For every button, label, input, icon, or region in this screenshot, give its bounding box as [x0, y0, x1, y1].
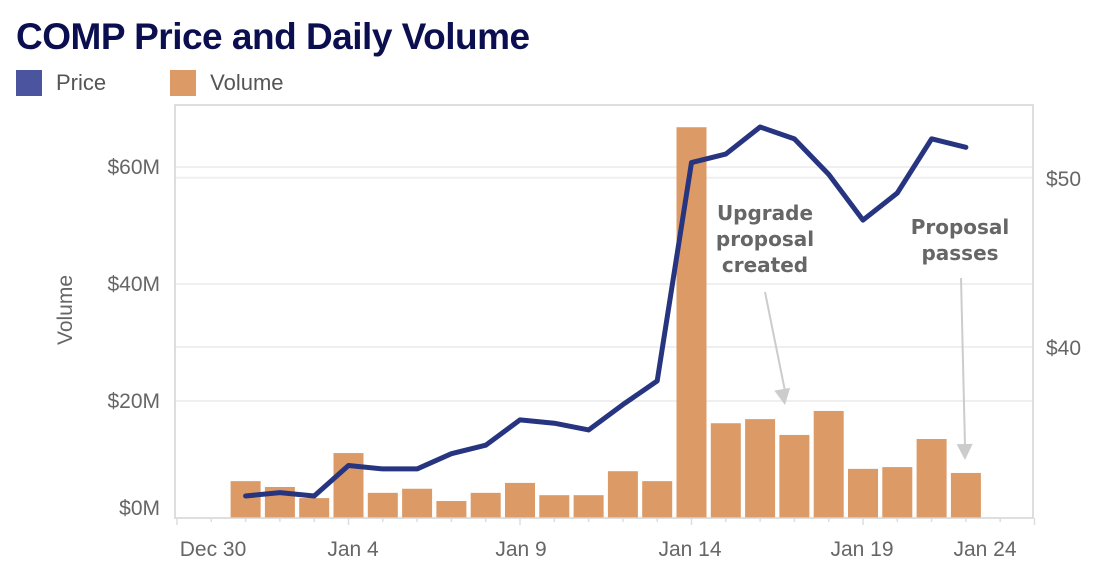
volume-bar	[539, 495, 570, 518]
volume-bar	[573, 495, 604, 518]
annotation-text: proposal	[716, 227, 814, 251]
x-tick-label: Jan 4	[327, 538, 379, 561]
volume-bar	[333, 453, 364, 518]
volume-bar	[367, 492, 398, 518]
chart-title: COMP Price and Daily Volume	[16, 16, 530, 57]
volume-bar	[676, 127, 707, 518]
volume-bar	[848, 468, 878, 518]
annotation-arrow	[960, 277, 966, 447]
legend-swatch-price	[16, 70, 42, 96]
legend-item-volume: Volume	[170, 70, 284, 96]
y-left-tick-label: $40M	[107, 273, 160, 296]
y-left-tick-label: $60M	[107, 156, 160, 179]
arrowhead-icon	[774, 387, 791, 405]
price-line	[243, 124, 969, 499]
volume-bar	[505, 482, 535, 518]
volume-bar	[710, 423, 741, 518]
legend-swatch-volume	[170, 70, 197, 96]
legend-item-price: Price	[16, 70, 106, 96]
annotation-text: passes	[921, 241, 998, 265]
volume-bar	[779, 434, 810, 518]
annotation-text: Upgrade	[717, 201, 813, 225]
volume-bar	[882, 467, 913, 518]
volume-bar	[813, 410, 844, 518]
volume-bar	[607, 471, 638, 518]
annotation-text: Proposal	[911, 215, 1010, 239]
y-right-tick-label: $50	[1046, 168, 1081, 191]
volume-bar	[402, 488, 433, 518]
arrowhead-icon	[956, 443, 973, 460]
annotation-arrow	[764, 291, 786, 392]
volume-bar	[642, 481, 673, 518]
legend-label-price: Price	[56, 70, 107, 95]
x-tick-label: Jan 24	[953, 538, 1016, 561]
x-tick-label: Jan 19	[830, 538, 893, 561]
legend-label-volume: Volume	[210, 70, 284, 95]
y-right-tick-label: $40	[1046, 337, 1081, 360]
volume-bar	[230, 481, 261, 518]
y-left-tick-label: $20M	[107, 390, 160, 413]
volume-bar	[950, 472, 981, 518]
x-tick-label: Jan 14	[658, 538, 721, 561]
x-tick-label: Jan 9	[495, 538, 546, 561]
volume-bar	[745, 419, 776, 518]
x-tick-label: Dec 30	[180, 538, 247, 561]
volume-bar	[916, 439, 947, 518]
plot-frame	[174, 104, 1034, 519]
legend: Price Volume	[16, 70, 348, 96]
volume-bar	[299, 498, 330, 518]
annotation-text: created	[722, 253, 808, 277]
volume-bar	[436, 501, 467, 518]
y-left-tick-label: $0M	[119, 497, 160, 520]
y-left-axis-label: Volume	[54, 275, 77, 345]
volume-bar	[470, 492, 501, 518]
